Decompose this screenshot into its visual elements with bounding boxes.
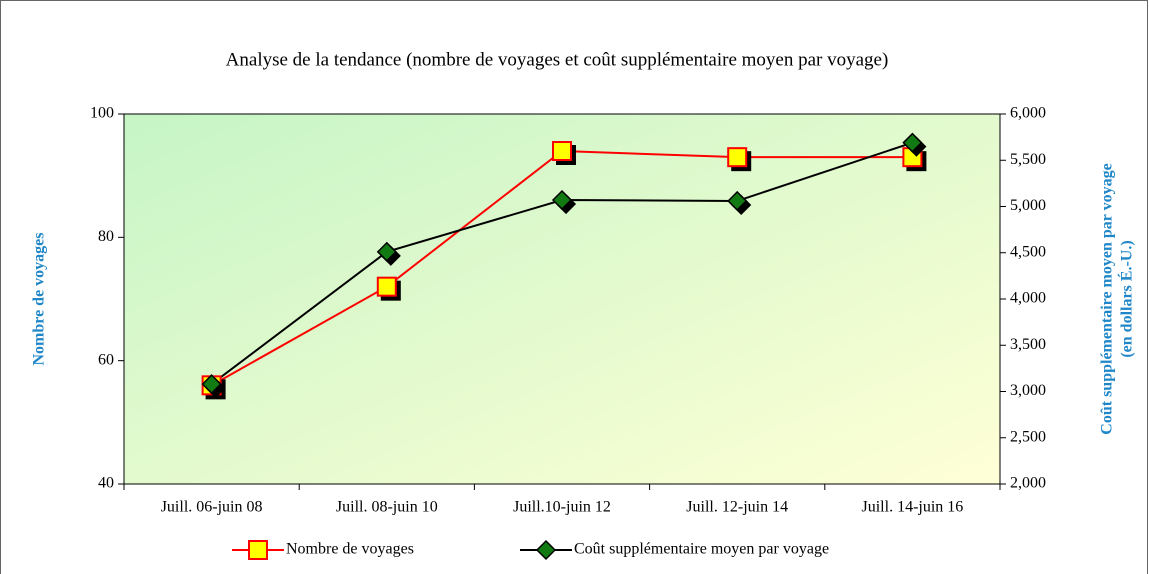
y-axis-label: Nombre de voyages <box>31 232 48 365</box>
y2-tick-label: 2,000 <box>1010 475 1046 492</box>
legend-label: Nombre de voyages <box>286 541 414 558</box>
y2-tick-label: 6,000 <box>1010 105 1046 122</box>
y2-tick-label: 5,500 <box>1010 151 1046 168</box>
y2-tick-label: 4,500 <box>1010 243 1046 260</box>
y2-tick-label: 5,000 <box>1010 197 1046 214</box>
legend-marker <box>248 540 268 560</box>
y2-tick-label: 3,500 <box>1010 336 1046 353</box>
y-tick-label: 80 <box>98 228 114 245</box>
marker <box>551 189 573 211</box>
x-tick-label: Juill. 08-juin 10 <box>336 499 438 516</box>
marker <box>376 276 397 297</box>
y2-tick-label: 3,000 <box>1010 382 1046 399</box>
plot-area <box>123 113 1001 485</box>
marker <box>201 374 222 395</box>
y2-axis-label: (en dollars É.-U.) <box>1117 240 1136 357</box>
y2-axis-label: Coût supplémentaire moyen par voyage <box>1099 163 1116 434</box>
x-tick-label: Juill. 06-juin 08 <box>161 499 263 516</box>
y-tick-label: 40 <box>98 475 114 492</box>
chart-title: Analyse de la tendance (nombre de voyage… <box>226 49 889 70</box>
marker <box>376 241 397 262</box>
legend-marker <box>535 539 557 561</box>
marker <box>727 147 748 168</box>
x-tick-label: Juill.10-juin 12 <box>513 499 611 516</box>
x-tick-label: Juill. 12-juin 14 <box>686 499 788 516</box>
y2-tick-label: 2,500 <box>1010 428 1046 445</box>
marker <box>727 190 748 212</box>
legend-label: Coût supplémentaire moyen par voyage <box>574 541 829 558</box>
marker <box>552 141 572 161</box>
y2-tick-label: 4,000 <box>1010 290 1046 307</box>
y-tick-label: 100 <box>90 105 114 122</box>
marker <box>902 132 923 153</box>
y-tick-label: 60 <box>98 351 114 368</box>
x-tick-label: Juill. 14-juin 16 <box>862 499 964 516</box>
